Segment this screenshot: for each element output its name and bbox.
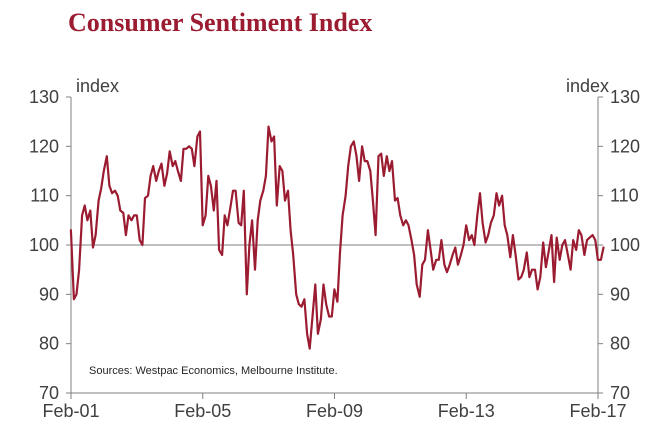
chart-title: Consumer Sentiment Index bbox=[68, 8, 373, 37]
x-tick-label: Feb-09 bbox=[306, 401, 363, 421]
y-tick-label-left: 120 bbox=[29, 136, 59, 156]
y-tick-label-right: 70 bbox=[610, 383, 630, 403]
y-axis-label-left: index bbox=[76, 76, 119, 96]
series-line-consumer-sentiment bbox=[69, 125, 605, 350]
y-tick-label-left: 80 bbox=[39, 334, 59, 354]
y-tick-label-right: 90 bbox=[610, 284, 630, 304]
x-tick-label: Feb-01 bbox=[42, 401, 99, 421]
axes-layer: 70 70 80 80 90 90 100 100 110 110 120 120 130 130 Feb-… bbox=[29, 87, 640, 421]
y-tick-label-left: 90 bbox=[39, 284, 59, 304]
y-tick-label-left: 70 bbox=[39, 383, 59, 403]
y-tick-label-right: 110 bbox=[610, 186, 639, 206]
series-layer bbox=[69, 125, 605, 350]
x-tick-label: Feb-17 bbox=[569, 401, 626, 421]
source-note: Sources: Westpac Economics, Melbourne In… bbox=[89, 365, 338, 377]
y-tick-label-right: 130 bbox=[610, 87, 640, 107]
y-axis-label-right: index bbox=[566, 76, 609, 96]
label-layer: index index Sources: Westpac Economics, … bbox=[76, 76, 609, 377]
y-tick-label-right: 100 bbox=[610, 235, 640, 255]
y-tick-label-left: 130 bbox=[29, 87, 59, 107]
y-tick-label-left: 100 bbox=[29, 235, 59, 255]
x-tick-label: Feb-05 bbox=[174, 401, 231, 421]
y-tick-label-right: 120 bbox=[610, 136, 640, 156]
x-tick-label: Feb-13 bbox=[438, 401, 495, 421]
y-tick-label-left: 110 bbox=[30, 186, 59, 206]
y-tick-label-right: 80 bbox=[610, 334, 630, 354]
